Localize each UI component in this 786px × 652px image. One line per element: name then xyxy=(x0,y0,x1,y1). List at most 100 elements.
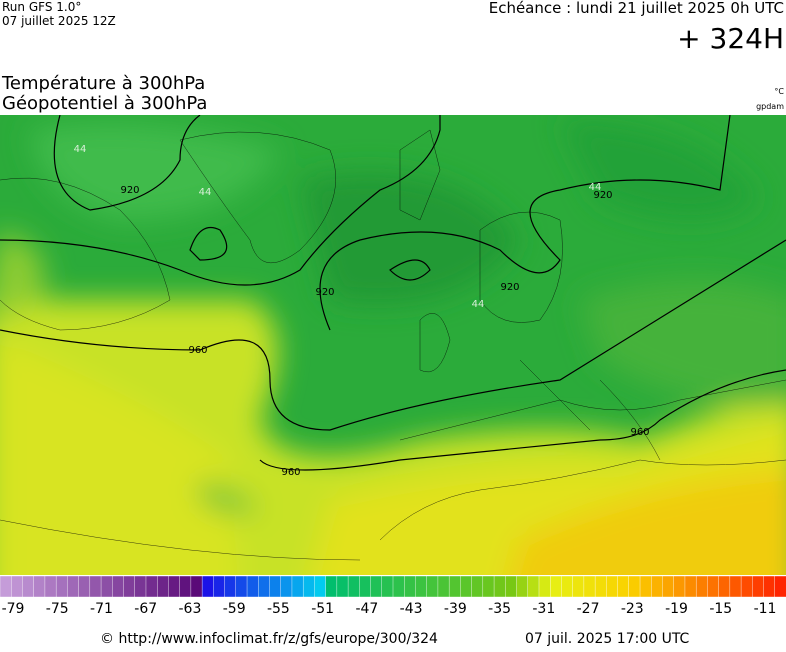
scale-label: -67 xyxy=(134,601,157,617)
title-2: Géopotentiel à 300hPa xyxy=(2,93,207,114)
swatch xyxy=(718,575,731,598)
swatch xyxy=(729,575,742,598)
scale-label: -31 xyxy=(532,601,555,617)
swatch xyxy=(684,575,697,598)
swatch xyxy=(583,575,596,598)
swatch xyxy=(201,575,214,598)
swatch xyxy=(550,575,562,598)
contour-labels: 920 920 920 920 960 960 960 44 44 44 44 xyxy=(74,144,650,478)
scale-label: -59 xyxy=(223,601,246,617)
scale-label: -27 xyxy=(577,601,600,617)
swatch xyxy=(33,575,46,598)
swatch xyxy=(22,575,35,598)
swatch xyxy=(0,575,12,598)
swatch xyxy=(112,575,125,598)
swatch xyxy=(280,575,293,598)
scale-label: -19 xyxy=(665,601,688,617)
swatch xyxy=(347,575,360,598)
generated-time: 07 juil. 2025 17:00 UTC xyxy=(525,631,690,647)
swatch xyxy=(179,575,192,598)
scale-label: -47 xyxy=(355,601,378,617)
swatch xyxy=(707,575,720,598)
swatch xyxy=(55,575,68,598)
source-url: © http://www.infoclimat.fr/z/gfs/europe/… xyxy=(100,631,438,647)
swatch xyxy=(763,575,776,598)
coastlines xyxy=(0,129,786,561)
contour-label: 44 xyxy=(74,144,87,155)
swatch xyxy=(224,575,237,598)
swatch xyxy=(404,575,416,598)
swatch xyxy=(740,575,753,598)
scale-label: -51 xyxy=(311,601,334,617)
swatch xyxy=(336,575,349,598)
swatch xyxy=(460,575,473,598)
contours xyxy=(0,115,786,471)
swatch xyxy=(606,575,619,598)
contour-label: 44 xyxy=(589,182,602,193)
contour-label: 960 xyxy=(188,345,207,356)
swatch xyxy=(415,575,428,598)
swatch xyxy=(471,575,484,598)
contour-label: 920 xyxy=(120,185,139,196)
swatch xyxy=(695,575,708,598)
scale-label: -43 xyxy=(400,601,423,617)
swatch xyxy=(156,575,169,598)
swatch xyxy=(392,575,405,598)
swatch xyxy=(594,575,607,598)
swatch xyxy=(628,575,641,598)
swatch xyxy=(437,575,450,598)
valid-time: Echéance : lundi 21 juillet 2025 0h UTC xyxy=(489,0,784,17)
run: Run GFS 1.0° xyxy=(2,0,81,14)
map xyxy=(0,115,786,575)
swatch xyxy=(572,575,585,598)
contour-label: 920 xyxy=(593,190,612,201)
swatch xyxy=(651,575,663,598)
contour-label: 960 xyxy=(630,427,649,438)
swatch xyxy=(538,575,551,598)
swatch xyxy=(426,575,439,598)
swatch xyxy=(493,575,506,598)
swatch xyxy=(448,575,461,598)
scale-labels: -79 -75 -71 -67 -63 -59 -55 -51 -47 -43 -39 -35 -31 -… xyxy=(2,601,777,617)
run-date: 07 juillet 2025 12Z xyxy=(2,14,116,28)
scale-label: -11 xyxy=(754,601,777,617)
unit-geo: gpdam xyxy=(756,102,784,111)
swatch xyxy=(673,575,686,598)
swatch xyxy=(505,575,518,598)
swatch xyxy=(662,575,675,598)
contour-label: 44 xyxy=(199,187,212,198)
title-1: Température à 300hPa xyxy=(1,73,205,94)
swatch xyxy=(89,575,102,598)
swatch xyxy=(370,575,383,598)
scale-label: -71 xyxy=(90,601,113,617)
swatch xyxy=(774,575,786,598)
swatch xyxy=(527,575,540,598)
contour-label: 920 xyxy=(500,282,519,293)
swatch xyxy=(381,575,394,598)
swatch xyxy=(561,575,574,598)
swatch xyxy=(314,575,327,598)
swatch xyxy=(269,575,282,598)
swatch xyxy=(67,575,80,598)
lead-time: + 324H xyxy=(677,22,784,55)
colorbar xyxy=(0,575,786,598)
swatch xyxy=(246,575,259,598)
contour-label: 960 xyxy=(281,467,300,478)
swatch xyxy=(235,575,248,598)
swatch xyxy=(213,575,226,598)
swatch xyxy=(145,575,158,598)
scale-label: -39 xyxy=(444,601,467,617)
swatch xyxy=(302,575,315,598)
scale-label: -75 xyxy=(46,601,69,617)
scale-label: -55 xyxy=(267,601,290,617)
unit-temp: °C xyxy=(774,87,784,96)
swatch xyxy=(291,575,304,598)
contour-label: 920 xyxy=(315,287,334,298)
scale-label: -15 xyxy=(709,601,732,617)
swatch xyxy=(134,575,147,598)
scale-label: -23 xyxy=(621,601,644,617)
swatch xyxy=(168,575,181,598)
scale-label: -63 xyxy=(179,601,202,617)
swatch xyxy=(11,575,23,598)
contour-label: 44 xyxy=(472,299,485,310)
